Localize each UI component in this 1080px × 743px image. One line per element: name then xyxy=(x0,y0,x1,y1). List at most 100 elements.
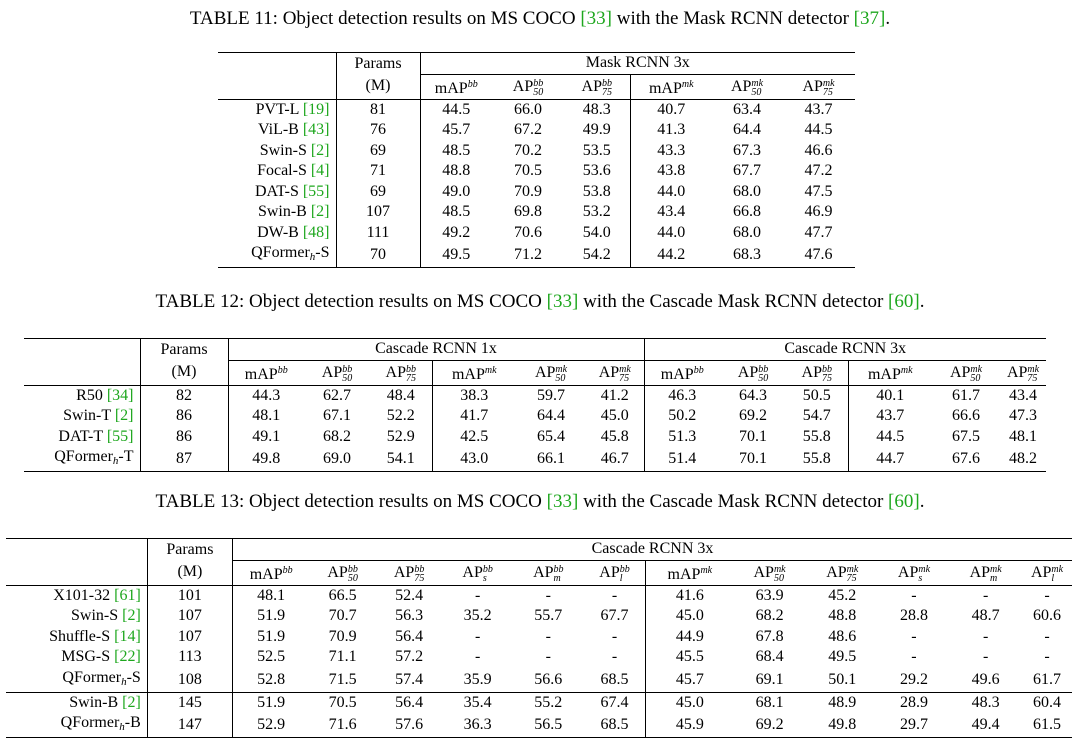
table-12-body: R50 [34] 82 44.3 62.7 48.4 38.3 59.7 41.2 46.3 64… xyxy=(24,384,1046,472)
metric-value: 48.7 xyxy=(971,607,1000,625)
model-name: QFormerh-S xyxy=(62,668,141,688)
metric-header: AP bb 75 xyxy=(385,363,416,384)
model-name: PVT-L [19] xyxy=(218,98,336,120)
model-name: QFormerh-T xyxy=(24,447,140,472)
citation-link[interactable]: [2] xyxy=(122,607,141,625)
metric-value: 43.4 xyxy=(1000,384,1046,406)
metric-value: 70.9 xyxy=(514,182,542,200)
model-name: QFormerh-S xyxy=(218,243,336,268)
citation-link[interactable]: [33] xyxy=(546,291,579,312)
citation-link[interactable]: [4] xyxy=(310,162,330,180)
metric-value: 52.9 xyxy=(386,427,415,445)
metric-value: 49.5 xyxy=(419,243,492,268)
metric-value: 41.2 xyxy=(586,384,644,406)
metric-value: 51.3 xyxy=(643,426,720,447)
citation-link[interactable]: [2] xyxy=(114,407,134,425)
metric-value: 68.4 xyxy=(755,648,784,666)
metric-value: 50.1 xyxy=(828,670,857,688)
metric-value: 45.0 xyxy=(645,691,734,713)
citation-link[interactable]: [2] xyxy=(310,203,330,221)
citation-link[interactable]: [14] xyxy=(114,627,141,645)
metric-value: 29.2 xyxy=(899,670,928,688)
citation-link[interactable]: [33] xyxy=(546,491,579,512)
metric-value: 63.4 xyxy=(712,98,782,120)
metric-header: AP bb 50 xyxy=(321,363,353,384)
metric-value: 48.8 xyxy=(828,607,857,625)
metric-value: - xyxy=(474,648,481,666)
metric-header: AP mk 75 xyxy=(1006,363,1040,384)
citation-link[interactable]: [60] xyxy=(888,491,920,512)
metric-value: 35.2 xyxy=(463,607,492,625)
model-name: Swin-B [2] xyxy=(257,203,330,221)
metric-value: 55.8 xyxy=(786,447,848,472)
citation-link[interactable]: [48] xyxy=(302,223,330,241)
metric-value: 60.4 xyxy=(1022,691,1072,713)
metric-value: 35.4 xyxy=(442,691,513,713)
citation-link[interactable]: [55] xyxy=(106,427,134,445)
metric-value: 46.3 xyxy=(643,384,720,406)
model-name: DAT-S [55] xyxy=(254,182,330,200)
metric-value: 48.3 xyxy=(949,691,1022,713)
metric-value: 68.5 xyxy=(600,670,629,688)
citation-link[interactable]: [34] xyxy=(106,386,134,404)
params-value: 86 xyxy=(139,426,228,447)
metric-value: 47.5 xyxy=(804,182,833,200)
metric-header: AP mk 75 xyxy=(802,77,835,98)
metric-value: - xyxy=(611,648,618,666)
metric-value: 55.2 xyxy=(512,691,584,713)
metric-value: 43.7 xyxy=(847,406,932,427)
metric-value: 48.1 xyxy=(227,406,304,427)
model-name: Shuffle-S [14] xyxy=(49,627,141,645)
citation-link[interactable]: [19] xyxy=(302,100,330,118)
citation-link[interactable]: [33] xyxy=(580,8,612,29)
citation-link[interactable]: [43] xyxy=(302,121,330,139)
table-row: Swin-B [2] 107 48.5 69.8 53.2 43.4 66.8 46.9 xyxy=(218,202,855,223)
metric-header: AP mk 75 xyxy=(598,363,631,384)
metric-value: 53.2 xyxy=(582,203,611,221)
params-value: 71 xyxy=(335,161,420,182)
citation-link[interactable]: [37] xyxy=(853,8,886,29)
metric-value: 69.2 xyxy=(739,407,767,425)
metric-value: 70.5 xyxy=(514,162,542,180)
metric-value: 67.1 xyxy=(323,407,351,425)
params-value: 70 xyxy=(335,243,420,268)
metric-value: 68.1 xyxy=(733,691,806,713)
citation-link[interactable]: [2] xyxy=(310,141,330,159)
table-13: Params Cascade RCNN 3x (M) mAPbb AP bb 50 … xyxy=(6,538,1072,738)
metric-value: 70.1 xyxy=(739,427,767,445)
metric-value: 66.5 xyxy=(309,584,376,606)
metric-value: 54.7 xyxy=(802,407,831,425)
table-row: Swin-S [2] 107 51.9 70.7 56.3 35.2 55.7 67.7 45.… xyxy=(6,606,1072,627)
citation-link[interactable]: [61] xyxy=(114,586,141,604)
params-value: 111 xyxy=(335,222,420,243)
citation-link[interactable]: [60] xyxy=(888,291,920,312)
metric-value: 35.9 xyxy=(463,670,492,688)
citation-link[interactable]: [22] xyxy=(114,648,141,666)
metric-value: - xyxy=(911,627,917,645)
citation-link[interactable]: [55] xyxy=(302,182,330,200)
metric-value: 49.8 xyxy=(227,447,304,472)
params-value: 107 xyxy=(146,626,233,647)
metric-value: 61.7 xyxy=(1033,670,1061,688)
metric-value: 48.2 xyxy=(1000,447,1046,472)
metric-value: 40.1 xyxy=(847,384,932,406)
citation-link[interactable]: [2] xyxy=(122,693,141,711)
model-name: Swin-S [2] xyxy=(71,607,141,625)
metric-value: 48.5 xyxy=(419,140,492,161)
metric-value: 64.4 xyxy=(733,121,761,139)
metric-value: - xyxy=(1022,584,1072,606)
metric-value: 51.4 xyxy=(643,447,720,472)
model-name: Swin-S [2] xyxy=(259,141,330,159)
metric-value: 44.3 xyxy=(227,384,304,406)
table-row: R50 [34] 82 44.3 62.7 48.4 38.3 59.7 41.2 46.3 64… xyxy=(24,384,1046,406)
metric-value: 68.0 xyxy=(733,182,761,200)
metric-value: 68.0 xyxy=(733,223,761,241)
metric-value: 66.8 xyxy=(733,203,761,221)
metric-value: 49.4 xyxy=(949,713,1022,738)
metric-value: 71.5 xyxy=(328,670,357,688)
metric-value: - xyxy=(545,627,551,645)
table-row: Swin-T [2] 86 48.1 67.1 52.2 41.7 64.4 45.0 50.2… xyxy=(24,406,1046,427)
params-value: 81 xyxy=(335,98,420,120)
metric-value: - xyxy=(911,648,917,666)
metric-value: 57.4 xyxy=(395,670,424,688)
